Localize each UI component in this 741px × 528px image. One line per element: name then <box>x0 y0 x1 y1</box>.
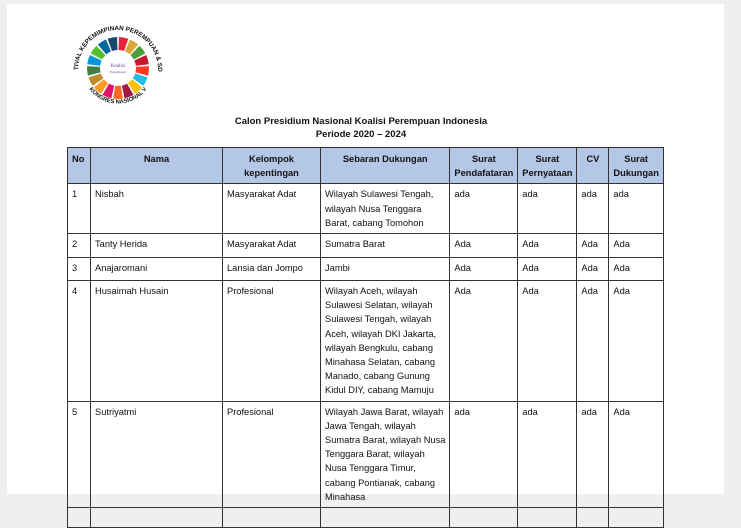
cell-cv: Ada <box>576 233 610 259</box>
cell-pernyataan: Ada <box>517 280 578 402</box>
candidates-table: No Nama Kelompok kepentingan Sebaran Duk… <box>67 146 664 528</box>
sebaran-line: cabang Pontianak, cabang <box>325 477 436 488</box>
sebaran-line: Wilayah Aceh, wilayah <box>325 286 418 297</box>
sebaran-line: Wilayah Jawa Barat, wilayah <box>325 406 444 417</box>
cell-nama: Anajaromani <box>90 257 223 282</box>
table-row: 2 Tanty Herida Masyarakat Adat Sumatra Bara… <box>67 233 664 259</box>
sebaran-line: Kidul DIY, cabang Mamuju <box>325 385 434 396</box>
logo-segment <box>127 79 143 94</box>
cell-nama: Nisbah <box>90 183 223 235</box>
sebaran-line: Minahasa <box>325 491 366 502</box>
table-row: 5 Sutriyatmi Profesional Wilayah Jawa Barat… <box>67 400 664 509</box>
cell-pernyataan: Ada <box>517 233 578 259</box>
logo-segment <box>135 66 149 76</box>
cell-pernyataan: Ada <box>517 257 578 282</box>
cell-kelompok: Profesional <box>222 280 321 402</box>
logo-segment <box>132 73 148 86</box>
sebaran-line: wilayah Bengkulu, cabang <box>325 342 434 353</box>
cell-sebaran: Wilayah Jawa Barat, wilayah Jawa Tengah, … <box>319 400 451 509</box>
cell-kelompok: Profesional <box>222 400 321 509</box>
cell-dukungan: ada <box>608 183 664 235</box>
sebaran-line: Barat, cabang Tomohon <box>325 217 424 228</box>
cell-nama: Tanty Herida <box>90 233 223 259</box>
cell-sebaran: Wilayah Sulawesi Tengah, wilayah Nusa Ten… <box>319 183 451 235</box>
cell-sebaran: Jambi <box>319 257 451 282</box>
cell-pendaftaran: Ada <box>449 233 519 259</box>
sebaran-line: wilayah Nusa Tenggara <box>325 203 422 214</box>
logo-segment <box>87 66 101 76</box>
table-row: 1 Nisbah Masyarakat Adat Wilayah Sulawesi T… <box>67 183 664 235</box>
document-title: Calon Presidium Nasional Koalisi Perempu… <box>234 116 488 127</box>
header-kelompok: Kelompok kepentingan <box>222 146 321 185</box>
logo-segment <box>121 83 134 99</box>
logo-segment <box>97 39 111 55</box>
cell-pendaftaran: Ada <box>449 257 519 282</box>
sebaran-line: Sulawesi Selatan, wilayah <box>325 300 433 311</box>
cell-dukungan: Ada <box>608 280 664 402</box>
sebaran-line: Manado, cabang Gunung <box>325 371 430 382</box>
sebaran-line: Aceh, wilayah DKI Jakarta, <box>325 328 437 339</box>
festival-logo: Koalisi Perempuan FESTIVAL KEPEMIMPINAN … <box>66 14 163 106</box>
sebaran-line: Sulawesi Tengah, wilayah <box>325 314 432 325</box>
sebaran-line: Jawa Tengah, wilayah <box>325 420 416 431</box>
logo-segment <box>134 55 149 66</box>
table-row-partial <box>67 507 664 528</box>
sebaran-line: Sumatra Barat, wilayah Nusa <box>325 435 446 446</box>
sebaran-line: Sumatra Barat <box>325 239 385 250</box>
cell-cv: Ada <box>576 257 610 282</box>
cell-kelompok: Masyarakat Adat <box>222 183 321 235</box>
cell-no: 3 <box>67 257 91 282</box>
cell-cv: ada <box>576 183 610 235</box>
svg-text:Perempuan: Perempuan <box>110 70 126 74</box>
cell-no: 5 <box>67 400 91 509</box>
header-pendaftaran: Surat Pendafataran <box>449 146 519 185</box>
table-row: 3 Anajaromani Lansia dan Jompo Jambi Ada Ada A… <box>67 257 664 282</box>
header-pernyataan: Surat Pernyataan <box>517 146 578 185</box>
sebaran-line: Minahasa Selatan, cabang <box>325 357 436 368</box>
cell-kelompok: Masyarakat Adat <box>222 233 321 259</box>
header-nama: Nama <box>90 146 223 185</box>
cell-pernyataan: ada <box>517 400 578 509</box>
cell-dukungan: Ada <box>608 233 664 259</box>
cell-dukungan: Ada <box>608 257 664 282</box>
table-row: 4 Husaimah Husain Profesional Wilayah Aceh,… <box>67 280 664 402</box>
cell-pendaftaran: ada <box>449 400 519 509</box>
logo-segment <box>125 39 139 55</box>
cell-cv: Ada <box>576 280 610 402</box>
cell-cv: ada <box>576 400 610 509</box>
cell-pernyataan: ada <box>517 183 578 235</box>
cell-no: 1 <box>67 183 91 235</box>
cell-nama: Sutriyatmi <box>90 400 223 509</box>
cell-kelompok: Lansia dan Jompo <box>222 257 321 282</box>
cell-nama: Husaimah Husain <box>90 280 223 402</box>
cell-pendaftaran: ada <box>449 183 519 235</box>
cell-no: 2 <box>67 233 91 259</box>
logo-segment <box>90 45 106 60</box>
logo-segment <box>93 79 109 94</box>
cell-sebaran: Sumatra Barat <box>319 233 451 259</box>
table-header-row: No Nama Kelompok kepentingan Sebaran Duk… <box>67 146 664 185</box>
cell-pendaftaran: Ada <box>449 280 519 402</box>
header-no: No <box>67 146 91 185</box>
cell-sebaran: Wilayah Aceh, wilayah Sulawesi Selatan, w… <box>319 280 451 402</box>
cell-dukungan: Ada <box>608 400 664 509</box>
cell-no: 4 <box>67 280 91 402</box>
logo-segment <box>113 85 123 99</box>
header-dukungan: Surat Dukungan <box>608 146 664 185</box>
logo-segment <box>88 73 104 86</box>
logo-center-text: Koalisi <box>111 64 126 69</box>
document-subtitle: Periode 2020 – 2024 <box>315 129 407 140</box>
logo-segment <box>102 83 115 99</box>
header-sebaran: Sebaran Dukungan <box>319 146 451 185</box>
logo-segment <box>130 45 146 60</box>
sebaran-line: Nusa Tenggara Timur, <box>325 463 416 474</box>
header-cv: CV <box>576 146 610 185</box>
sebaran-line: Tenggara Barat, wilayah <box>325 449 425 460</box>
logo-segment <box>87 55 102 66</box>
sebaran-line: Wilayah Sulawesi Tengah, <box>325 189 434 200</box>
sebaran-line: Jambi <box>325 263 350 274</box>
logo-segment <box>107 37 118 52</box>
logo-segment <box>118 37 129 52</box>
